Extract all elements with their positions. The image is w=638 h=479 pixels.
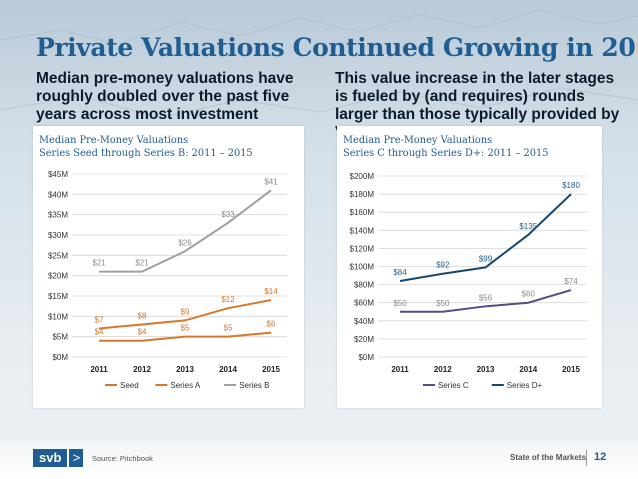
data-label: $74	[564, 277, 578, 286]
x-tick-label: 2014	[219, 365, 237, 374]
x-tick-label: 2013	[477, 365, 495, 374]
data-label: $6	[267, 320, 276, 329]
report-name: State of the Markets	[510, 453, 587, 462]
legend-entry: Series B	[239, 381, 269, 390]
series-line-series-d-	[399, 193, 572, 282]
chart-title: Median Pre-Money Valuations	[39, 135, 189, 146]
y-tick-label: $200M	[350, 172, 375, 181]
data-label: $5	[224, 324, 233, 333]
y-tick-label: $15M	[48, 292, 68, 301]
data-label: $92	[436, 261, 450, 270]
data-label: $84	[393, 268, 407, 277]
x-tick-label: 2014	[519, 365, 537, 374]
y-tick-label: $160M	[350, 208, 375, 217]
data-label: $9	[181, 307, 190, 316]
data-label: $4	[138, 328, 147, 337]
x-tick-label: 2011	[90, 365, 108, 374]
series-line-seed	[99, 331, 272, 342]
data-label: $14	[264, 287, 278, 296]
source-note: Source: Pitchbook	[92, 454, 153, 463]
y-tick-label: $60M	[354, 299, 374, 308]
y-tick-label: $180M	[350, 190, 375, 199]
data-label: $21	[92, 259, 106, 268]
y-tick-label: $35M	[48, 211, 68, 220]
footer-divider	[586, 450, 587, 466]
data-label: $7	[95, 316, 104, 325]
data-label: $12	[221, 295, 235, 304]
chart-title: Median Pre-Money Valuations	[343, 135, 493, 146]
data-label: $60	[522, 290, 536, 299]
y-tick-label: $0M	[358, 353, 374, 362]
y-tick-label: $10M	[48, 312, 68, 321]
chart-panel-seed-to-b: Median Pre-Money Valuations Series Seed …	[33, 126, 304, 408]
y-tick-label: $30M	[48, 231, 68, 240]
x-tick-label: 2012	[434, 365, 452, 374]
y-tick-label: $45M	[48, 170, 68, 179]
footer	[0, 441, 638, 479]
data-label: $56	[479, 293, 493, 302]
y-tick-label: $25M	[48, 251, 68, 260]
page-title: Private Valuations Continued Growing in …	[36, 33, 638, 62]
x-tick-label: 2015	[562, 365, 580, 374]
x-tick-label: 2011	[391, 365, 409, 374]
y-tick-label: $40M	[48, 190, 68, 199]
y-tick-label: $80M	[354, 281, 374, 290]
y-tick-label: $0M	[52, 353, 68, 362]
y-tick-label: $120M	[350, 244, 375, 253]
chart-subtitle: Series C through Series D+: 2011 – 2015	[343, 148, 549, 159]
data-label: $33	[221, 210, 235, 219]
legend-entry: Series D+	[507, 381, 543, 390]
data-label: $21	[135, 259, 149, 268]
logo-arrow-icon: >	[69, 449, 84, 467]
logo-text: svb	[33, 449, 68, 467]
page-number: 12	[594, 451, 607, 463]
data-label: $5	[181, 324, 190, 333]
data-label: $4	[95, 328, 104, 337]
data-label: $26	[178, 238, 192, 247]
y-tick-label: $20M	[48, 272, 68, 281]
series-line-series-c	[400, 289, 572, 313]
data-label: $50	[393, 299, 407, 308]
subheadline-left: Median pre-money valuations have roughly…	[36, 70, 294, 141]
chart-panel-c-to-d: Median Pre-Money Valuations Series C thr…	[337, 126, 602, 408]
data-label: $99	[479, 254, 493, 263]
legend-entry: Seed	[120, 381, 139, 390]
x-tick-label: 2015	[262, 365, 280, 374]
data-label: $8	[138, 311, 147, 320]
legend-entry: Series C	[438, 381, 469, 390]
x-tick-label: 2013	[176, 365, 194, 374]
data-label: $50	[436, 299, 450, 308]
series-line-series-a	[98, 299, 272, 330]
y-tick-label: $140M	[350, 226, 375, 235]
y-tick-label: $5M	[52, 333, 68, 342]
svb-logo: svb >	[33, 449, 84, 467]
chart-subtitle: Series Seed through Series B: 2011 – 201…	[39, 148, 253, 159]
y-tick-label: $40M	[354, 317, 374, 326]
legend-entry: Series A	[170, 381, 200, 390]
x-tick-label: 2012	[133, 365, 151, 374]
y-tick-label: $20M	[354, 335, 374, 344]
data-label: $180	[562, 181, 580, 190]
chart-seed-to-b: $0M $5M $10M $15M $20M $25M $30M $35M $40M $45M 20…	[48, 170, 287, 390]
chart-c-to-d: $0M $20M $40M $60M $80M $100M $120M $140M $160M $…	[350, 172, 587, 390]
data-label: $135	[519, 222, 537, 231]
series-line-series-b	[99, 189, 272, 273]
y-tick-label: $100M	[350, 263, 375, 272]
data-label: $41	[264, 177, 278, 186]
